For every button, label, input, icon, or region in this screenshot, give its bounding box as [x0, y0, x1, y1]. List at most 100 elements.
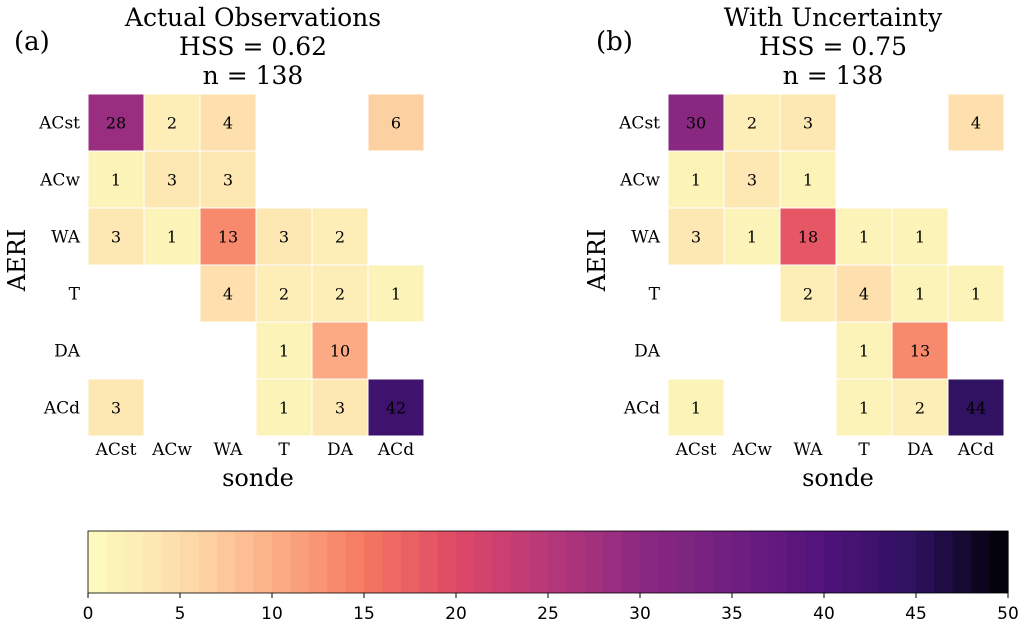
colorbar-block [971, 531, 991, 593]
panel-a-cell-ACd-T [255, 378, 313, 437]
panel-a-cell-ACst-ACw [143, 93, 201, 152]
panel-a-cell-label: 2 [279, 285, 289, 304]
heatmap-panel-b: (b) With Uncertainty HSS = 0.75 n = 138 … [583, 3, 1005, 492]
colorbar-block [161, 531, 181, 593]
panel-b-cell-label: 1 [691, 171, 701, 190]
colorbar-block [235, 531, 255, 593]
colorbar-tick-label: 40 [813, 604, 835, 624]
colorbar-block [658, 531, 678, 593]
panel-b-y-tick-label: DA [634, 342, 661, 362]
colorbar-tick-label: 25 [537, 604, 559, 624]
colorbar-block [382, 531, 402, 593]
panel-b-cell-label: 18 [798, 228, 818, 247]
panel-a-cell-label: 2 [335, 285, 345, 304]
colorbar-block [713, 531, 733, 593]
colorbar-block [253, 531, 273, 593]
panel-b-cell-label: 2 [803, 285, 813, 304]
panel-a-x-tick-label: T [278, 440, 290, 460]
panel-b-y-tick-label: WA [631, 228, 661, 248]
panel-b-cell-ACw-WA [779, 150, 837, 209]
panel-b-cell-DA-T [835, 321, 893, 380]
panel-b-y-tick-label: ACst [618, 114, 660, 134]
panel-a-cell-T-WA [199, 264, 257, 323]
panel-b-x-tick-label: ACw [731, 440, 772, 460]
panel-a-x-tick-label: DA [327, 440, 354, 460]
panel-a-cell-WA-ACw [143, 207, 201, 266]
panel-a-cell-ACw-ACw [143, 150, 201, 209]
colorbar-block [787, 531, 807, 593]
colorbar-block [584, 531, 604, 593]
panel-a-cell-DA-T [255, 321, 313, 380]
colorbar-block [327, 531, 347, 593]
panel-b-cell-T-DA [891, 264, 949, 323]
panel-a-cell-label: 28 [106, 114, 126, 133]
panel-a-cell-label: 3 [279, 228, 289, 247]
colorbar-block [916, 531, 935, 593]
panel-a-cell-label: 1 [391, 285, 401, 304]
panel-b-cell-label: 44 [966, 399, 986, 418]
colorbar-block [768, 531, 788, 593]
colorbar-block [106, 531, 126, 593]
panel-a-cell-label: 42 [386, 399, 406, 418]
panel-a-cell-label: 3 [111, 399, 121, 418]
colorbar-block [566, 531, 586, 593]
colorbar-tick-label: 0 [83, 604, 94, 624]
panel-a-cell-ACst-ACst [87, 93, 145, 152]
panel-a-y-tick-label: WA [51, 228, 81, 248]
panel-a-y-tick-label: ACst [38, 114, 80, 134]
panel-a-cell-label: 1 [279, 399, 289, 418]
colorbar-block [676, 531, 696, 593]
panel-b-cell-ACst-ACd [947, 93, 1005, 152]
panel-b-xlabel: sonde [802, 464, 874, 492]
colorbar-gradient [88, 531, 1009, 593]
panel-a-y-ticks: ACst ACw WA T DA ACd [38, 114, 81, 419]
panel-b-cell-label: 3 [803, 114, 813, 133]
panel-a-x-tick-label: WA [214, 440, 244, 460]
colorbar-block [511, 531, 531, 593]
colorbar-block [180, 531, 199, 593]
panel-b-y-tick-label: ACd [623, 399, 660, 419]
panel-a-cell-label: 1 [167, 228, 177, 247]
panel-a-ylabel: AERI [3, 229, 31, 292]
panel-b-x-ticks: ACst ACw WA T DA ACd [675, 440, 995, 460]
colorbar-block [198, 531, 218, 593]
panel-a-xlabel: sonde [222, 464, 294, 492]
panel-b-cell-ACst-WA [779, 93, 837, 152]
panel-b-cell-ACw-ACst [667, 150, 725, 209]
panel-a-title: Actual Observations [124, 3, 381, 32]
colorbar-block [989, 531, 1009, 593]
panel-b-x-tick-label: ACst [675, 440, 717, 460]
colorbar-block [824, 531, 843, 593]
panel-a-cell-label: 4 [223, 285, 233, 304]
panel-a-cell-label: 1 [279, 342, 289, 361]
colorbar-block [419, 531, 439, 593]
panel-a-cell-T-T [255, 264, 313, 323]
colorbar-ticks: 0 5 10 15 20 25 30 35 40 45 50 [83, 593, 1019, 624]
colorbar-block [529, 531, 549, 593]
panel-b-cell-label: 1 [859, 399, 869, 418]
panel-b-x-tick-label: DA [907, 440, 934, 460]
panel-b-count: n = 138 [783, 61, 884, 90]
panel-a-cell-ACd-ACd [367, 378, 425, 437]
panel-b-cells: 30 2 3 41 3 13 1 18 1 12 4 1 11 131 1 2 44 [667, 93, 1005, 437]
colorbar-tick-label: 10 [261, 604, 283, 624]
panel-a-cell-ACst-ACd [367, 93, 425, 152]
panel-b-cell-label: 1 [859, 228, 869, 247]
panel-a-cells: 28 2 4 61 3 33 1 13 3 24 2 2 11 103 1 3 42 [87, 93, 425, 437]
panel-a-cell-label: 1 [111, 171, 121, 190]
colorbar-block [640, 531, 659, 593]
colorbar-block [88, 531, 107, 593]
colorbar-block [879, 531, 899, 593]
panel-b-cell-T-ACd [947, 264, 1005, 323]
panel-a-y-tick-label: DA [54, 342, 81, 362]
colorbar-block [474, 531, 494, 593]
panel-b-x-tick-label: T [858, 440, 870, 460]
panel-b-cell-ACd-ACst [667, 378, 725, 437]
panel-a-cell-label: 3 [167, 171, 177, 190]
panel-b-cell-ACd-T [835, 378, 893, 437]
colorbar-tick-label: 35 [721, 604, 743, 624]
colorbar-block [548, 531, 567, 593]
colorbar-block [400, 531, 420, 593]
panel-a-cell-label: 10 [330, 342, 350, 361]
